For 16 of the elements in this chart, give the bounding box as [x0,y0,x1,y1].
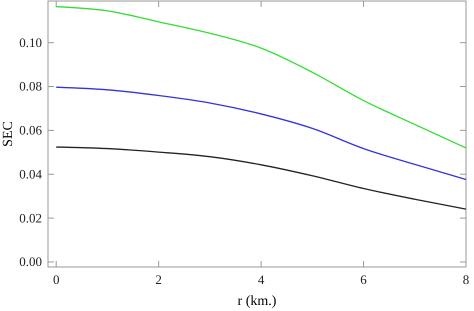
y-tick-label: 0.08 [19,78,42,94]
line-series [56,86,467,180]
line-series [56,6,467,149]
line-series [56,146,467,210]
x-tick-label: 0 [52,272,60,288]
x-tick-label: 4 [258,272,265,288]
y-tick-label: 0.06 [19,122,42,138]
x-tick-label: 6 [360,272,368,288]
y-axis-title: SEC [1,121,16,147]
y-tick-label: 0.10 [19,34,42,50]
y-tick-label: 0.02 [19,210,42,226]
x-axis-title: r (km.) [238,294,277,309]
y-tick-label: 0.04 [19,166,42,182]
x-tick-label: 8 [462,272,470,288]
y-tick-label: 0.00 [19,254,42,270]
x-tick-label: 2 [155,272,162,288]
